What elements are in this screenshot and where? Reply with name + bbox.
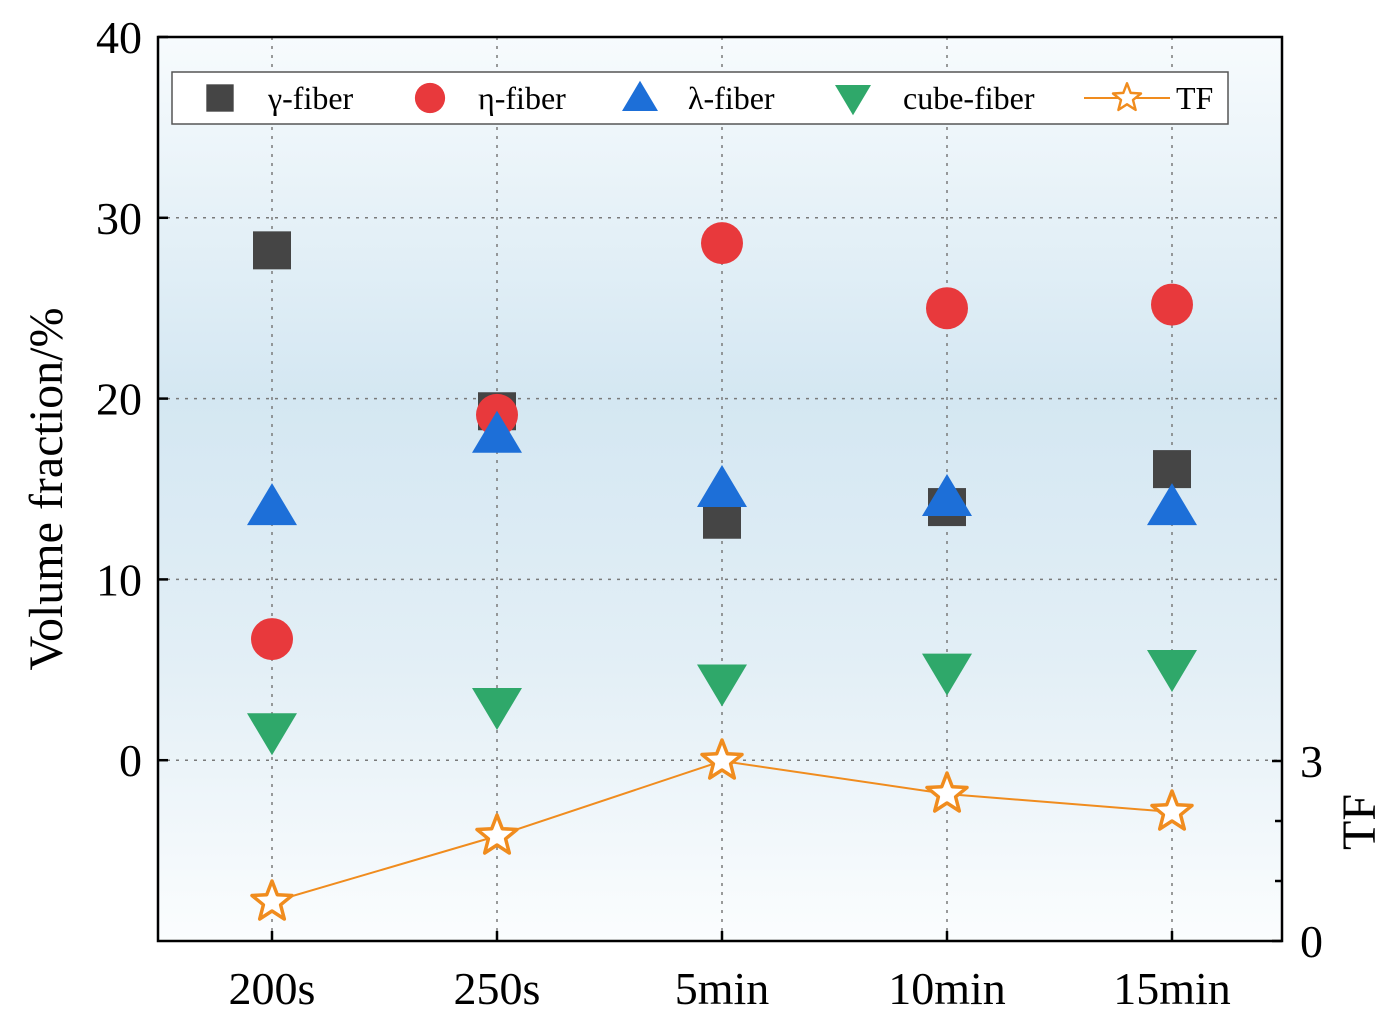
tf-point	[250, 879, 294, 921]
marker-layer	[247, 222, 1197, 921]
right-axis-tick-labels: 03	[1300, 736, 1323, 967]
x-tick-label: 5min	[675, 963, 770, 1014]
x-axis-tick-labels: 200s 250s 5min 10min 15min	[229, 963, 1231, 1014]
right-tick-label: 3	[1300, 736, 1323, 787]
fiber-point	[701, 222, 743, 265]
axis-ticks	[158, 35, 1282, 943]
fiber-point	[1153, 450, 1191, 489]
left-tick-label: 0	[119, 735, 142, 786]
legend-marker-fiber	[622, 80, 658, 111]
legend-label-fiber: γ-fiber	[267, 80, 354, 116]
tf-point	[1150, 789, 1194, 831]
fiber-point	[251, 618, 293, 661]
cube-fiber-point	[472, 687, 522, 730]
legend-label-cube-fiber: cube-fiber	[903, 80, 1035, 116]
left-tick-label: 10	[96, 554, 142, 605]
fiber-point	[247, 483, 297, 526]
legend-label-fiber: η-fiber	[478, 80, 566, 116]
tf-point	[700, 738, 744, 780]
left-tick-label: 30	[96, 193, 142, 244]
left-axis-title: Volume fraction/%	[20, 307, 73, 670]
legend-marker-fiber	[206, 84, 234, 112]
x-tick-label: 250s	[454, 963, 541, 1014]
fiber-point	[697, 465, 747, 507]
left-tick-label: 20	[96, 374, 142, 425]
legend-box	[171, 71, 1229, 125]
legend-label-fiber: λ-fiber	[688, 80, 775, 116]
legend-label-tf: TF	[1176, 80, 1213, 116]
right-tick-label: 0	[1300, 916, 1323, 967]
fiber-point	[703, 500, 741, 539]
legend-marker-cube-fiber	[835, 85, 871, 116]
plot-frame	[156, 35, 1284, 943]
left-tick-label: 40	[96, 12, 142, 63]
legend-marker-tf	[1111, 82, 1143, 112]
fiber-point	[472, 410, 522, 453]
fiber-point	[1147, 483, 1197, 526]
tf-point	[475, 813, 519, 855]
cube-fiber-point	[922, 653, 972, 696]
cube-fiber-point	[697, 664, 747, 707]
x-tick-label: 10min	[888, 963, 1006, 1014]
cube-fiber-point	[1147, 649, 1197, 692]
cube-fiber-point	[247, 713, 297, 756]
x-tick-label: 15min	[1113, 963, 1231, 1014]
fiber-point	[922, 474, 972, 517]
fiber-point	[253, 231, 291, 270]
legend: γ-fiber η-fiber λ-fiber cube-fiber TF	[171, 71, 1229, 125]
x-tick-label: 200s	[229, 963, 316, 1014]
right-axis-title: TF	[1333, 794, 1384, 850]
fiber-point	[1151, 283, 1193, 326]
tf-point	[925, 771, 969, 813]
legend-marker-fiber	[414, 82, 446, 114]
left-axis-tick-labels: 0 10 20 30 40	[96, 12, 142, 786]
fiber-point	[926, 287, 968, 330]
